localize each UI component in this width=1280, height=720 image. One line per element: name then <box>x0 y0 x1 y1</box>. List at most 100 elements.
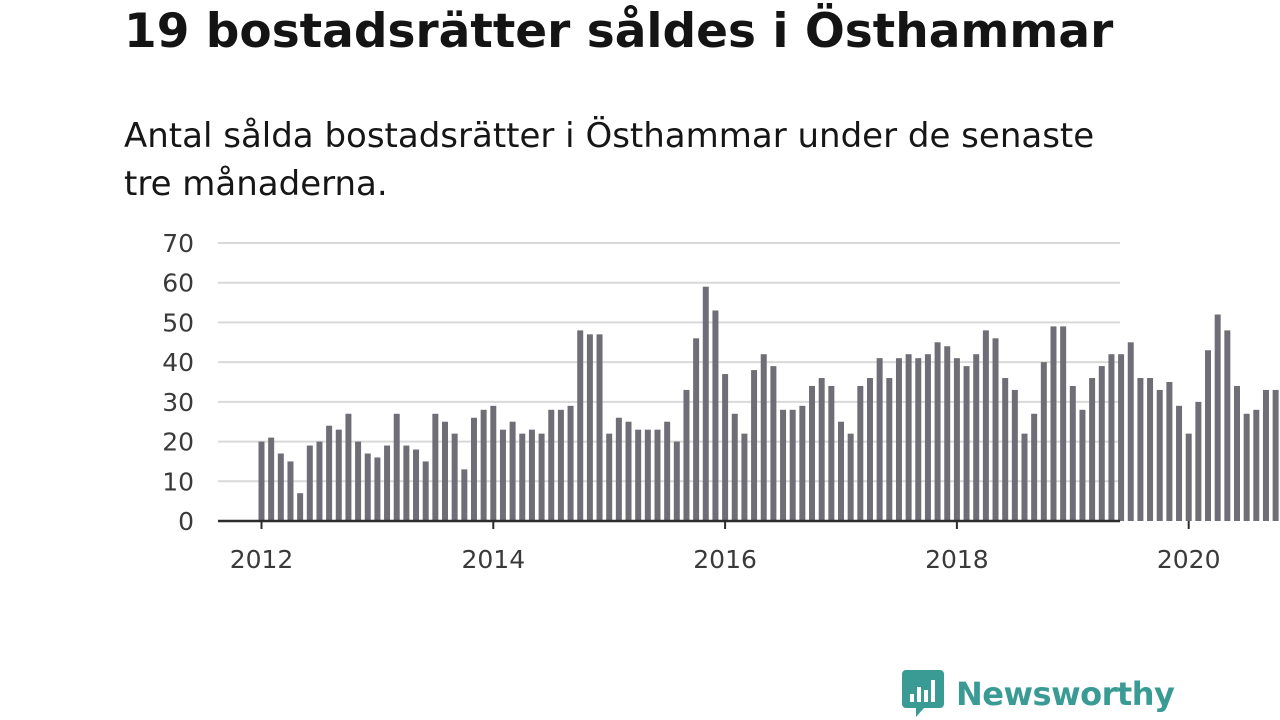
bar <box>1031 413 1038 521</box>
y-tick-label: 30 <box>162 388 194 417</box>
bar <box>635 429 642 521</box>
bar <box>760 354 767 521</box>
bar <box>432 413 439 521</box>
bar <box>1166 382 1173 521</box>
bar <box>490 405 497 521</box>
bar <box>586 334 593 521</box>
x-tick-label: 2018 <box>925 545 989 574</box>
bar <box>1147 378 1154 521</box>
bar <box>258 441 265 521</box>
y-tick-label: 20 <box>162 428 194 457</box>
bar <box>1089 378 1096 521</box>
bar <box>335 429 342 521</box>
bar-series <box>258 286 1279 521</box>
bar <box>1040 362 1047 521</box>
bar <box>953 358 960 521</box>
bar <box>1185 433 1192 521</box>
bar <box>384 445 391 521</box>
bar <box>934 342 941 521</box>
bar <box>1205 350 1212 521</box>
bar <box>1195 401 1202 521</box>
bar <box>683 389 690 521</box>
bar <box>1060 326 1067 521</box>
bar <box>673 441 680 521</box>
bar <box>538 433 545 521</box>
y-tick-label: 0 <box>178 507 194 536</box>
bar <box>403 445 410 521</box>
y-axis-ticks: 0 10 20 30 40 50 60 70 <box>162 229 194 536</box>
bar <box>393 413 400 521</box>
bar <box>1108 354 1115 521</box>
bar <box>731 413 738 521</box>
bar <box>1262 389 1269 521</box>
bar <box>364 453 371 521</box>
x-tick-label: 2016 <box>693 545 757 574</box>
bar <box>1021 433 1028 521</box>
bar <box>818 378 825 521</box>
chart-title: 19 bostadsrätter såldes i Östhammar <box>124 4 1114 59</box>
x-axis <box>218 519 1190 529</box>
x-tick-label: 2014 <box>461 545 525 574</box>
bar <box>915 358 922 521</box>
bar <box>770 366 777 521</box>
bar <box>413 449 420 521</box>
bar <box>847 433 854 521</box>
y-tick-label: 10 <box>162 467 194 496</box>
bar <box>982 330 989 521</box>
bar <box>345 413 352 521</box>
newsworthy-logo-icon <box>902 670 944 717</box>
bar <box>528 429 535 521</box>
bar <box>306 445 313 521</box>
bar <box>992 338 999 521</box>
bar <box>1098 366 1105 521</box>
bar <box>741 433 748 521</box>
bar <box>374 457 381 521</box>
bar <box>751 370 758 521</box>
bar <box>606 433 613 521</box>
bar <box>905 354 912 521</box>
y-tick-label: 50 <box>162 308 194 337</box>
bar <box>1156 389 1163 521</box>
bar <box>509 421 516 521</box>
newsworthy-brand[interactable]: Newsworthy <box>902 670 1175 718</box>
y-tick-label: 70 <box>162 229 194 258</box>
bar <box>461 469 468 521</box>
bar <box>557 409 564 521</box>
bar <box>1253 409 1260 521</box>
bar <box>297 493 304 521</box>
bar <box>567 405 574 521</box>
bar <box>355 441 362 521</box>
bar <box>654 429 661 521</box>
x-axis-ticks: 20122014201620182020202220242026 <box>230 545 1221 574</box>
x-tick-label: 2012 <box>230 545 294 574</box>
bar <box>316 441 323 521</box>
bar <box>1272 389 1279 521</box>
bar <box>838 421 844 521</box>
bar <box>1224 330 1231 521</box>
bar <box>577 330 584 521</box>
bar <box>799 405 806 521</box>
bar <box>876 358 883 521</box>
bar <box>1079 409 1086 521</box>
bar <box>287 461 294 521</box>
bar <box>789 409 796 521</box>
bar <box>712 310 719 521</box>
bar <box>615 417 622 521</box>
bar <box>973 354 980 521</box>
bar <box>895 358 902 521</box>
bar <box>1069 385 1076 521</box>
x-tick-label: 2020 <box>1157 545 1221 574</box>
bar <box>1050 326 1057 521</box>
bar <box>1234 385 1240 521</box>
bar <box>1214 314 1221 521</box>
bar <box>1002 378 1009 521</box>
bar <box>422 461 429 521</box>
bar <box>596 334 603 521</box>
bar <box>780 409 787 521</box>
bar <box>664 421 671 521</box>
y-tick-label: 60 <box>162 269 194 298</box>
bar <box>1137 378 1144 521</box>
y-tick-label: 40 <box>162 348 194 377</box>
bar <box>451 433 458 521</box>
